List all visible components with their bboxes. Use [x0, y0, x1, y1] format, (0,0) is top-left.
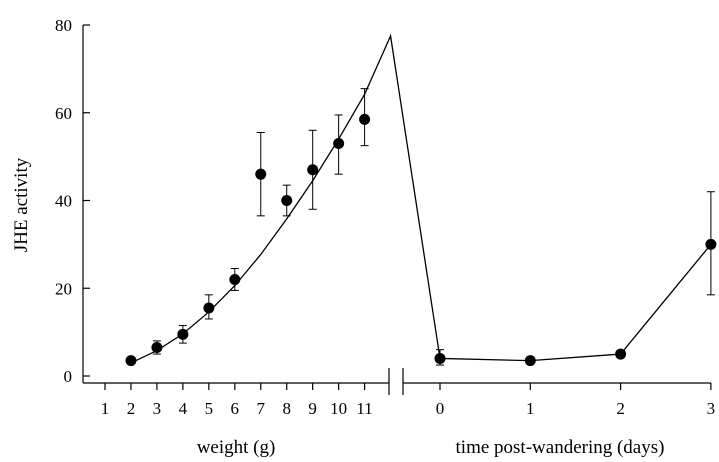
- data-point: [177, 328, 189, 340]
- x-tick-label: 0: [436, 399, 445, 418]
- data-point: [359, 113, 371, 125]
- x-tick-label: 7: [257, 399, 266, 418]
- y-axis: 0 20 40 60 80: [55, 16, 90, 386]
- x-tick-label: 11: [356, 399, 372, 418]
- x-tick-label: 2: [616, 399, 625, 418]
- data-point: [125, 355, 137, 367]
- data-point: [255, 168, 267, 180]
- data-point: [524, 355, 536, 367]
- x-tick-label: 1: [101, 399, 110, 418]
- x-tick-label: 8: [282, 399, 291, 418]
- data-point: [151, 341, 163, 353]
- x-tick-label: 9: [308, 399, 317, 418]
- data-series: [125, 33, 717, 367]
- x-tick-label: 1: [526, 399, 535, 418]
- data-point: [705, 238, 717, 250]
- x-tick-label: 10: [330, 399, 347, 418]
- data-point: [307, 164, 319, 176]
- data-point: [229, 273, 241, 285]
- x-tick-label: 4: [179, 399, 188, 418]
- data-point: [281, 195, 293, 206]
- x-tick-label: 2: [127, 399, 136, 418]
- y-tick-label: 0: [64, 367, 73, 386]
- x-tick-label: 3: [707, 399, 716, 418]
- y-tick-label: 80: [55, 16, 72, 35]
- x-axis-title-time: time post-wandering (days): [456, 437, 665, 458]
- data-point: [333, 137, 345, 149]
- data-point: [434, 352, 446, 364]
- x-ticks: 1 2 3 4 5 6 7 8 9 10 11 0 1 2 3: [101, 383, 715, 418]
- x-axis-title-weight: weight (g): [197, 437, 276, 458]
- y-tick-label: 20: [55, 279, 72, 298]
- y-ticks: 0 20 40 60 80: [55, 16, 90, 386]
- data-point: [203, 302, 215, 314]
- x-tick-label: 5: [205, 399, 214, 418]
- y-tick-label: 40: [55, 192, 72, 211]
- x-tick-label: 6: [231, 399, 240, 418]
- x-tick-label: 3: [153, 399, 162, 418]
- data-point: [615, 348, 627, 360]
- y-axis-title: JHE activity: [11, 157, 32, 252]
- time-series-line: [439, 243, 712, 362]
- y-tick-label: 60: [55, 104, 72, 123]
- x-axis: 1 2 3 4 5 6 7 8 9 10 11 0 1 2 3: [83, 368, 715, 418]
